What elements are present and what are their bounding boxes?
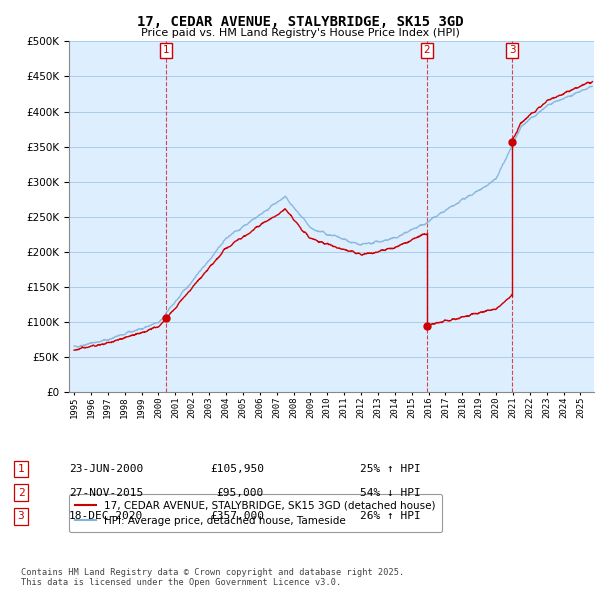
Text: 54% ↓ HPI: 54% ↓ HPI: [360, 488, 421, 497]
Text: 2: 2: [424, 45, 430, 55]
Text: 25% ↑ HPI: 25% ↑ HPI: [360, 464, 421, 474]
Text: 23-JUN-2000: 23-JUN-2000: [69, 464, 143, 474]
Text: 18-DEC-2020: 18-DEC-2020: [69, 512, 143, 521]
Text: 1: 1: [17, 464, 25, 474]
Text: 17, CEDAR AVENUE, STALYBRIDGE, SK15 3GD: 17, CEDAR AVENUE, STALYBRIDGE, SK15 3GD: [137, 15, 463, 29]
Text: £105,950: £105,950: [210, 464, 264, 474]
Text: 27-NOV-2015: 27-NOV-2015: [69, 488, 143, 497]
Text: 26% ↑ HPI: 26% ↑ HPI: [360, 512, 421, 521]
Text: 1: 1: [163, 45, 170, 55]
Text: £95,000: £95,000: [217, 488, 264, 497]
Text: £357,000: £357,000: [210, 512, 264, 521]
Legend: 17, CEDAR AVENUE, STALYBRIDGE, SK15 3GD (detached house), HPI: Average price, de: 17, CEDAR AVENUE, STALYBRIDGE, SK15 3GD …: [69, 494, 442, 532]
Text: Contains HM Land Registry data © Crown copyright and database right 2025.
This d: Contains HM Land Registry data © Crown c…: [21, 568, 404, 587]
Text: Price paid vs. HM Land Registry's House Price Index (HPI): Price paid vs. HM Land Registry's House …: [140, 28, 460, 38]
Text: 3: 3: [17, 512, 25, 521]
Text: 3: 3: [509, 45, 515, 55]
Text: 2: 2: [17, 488, 25, 497]
